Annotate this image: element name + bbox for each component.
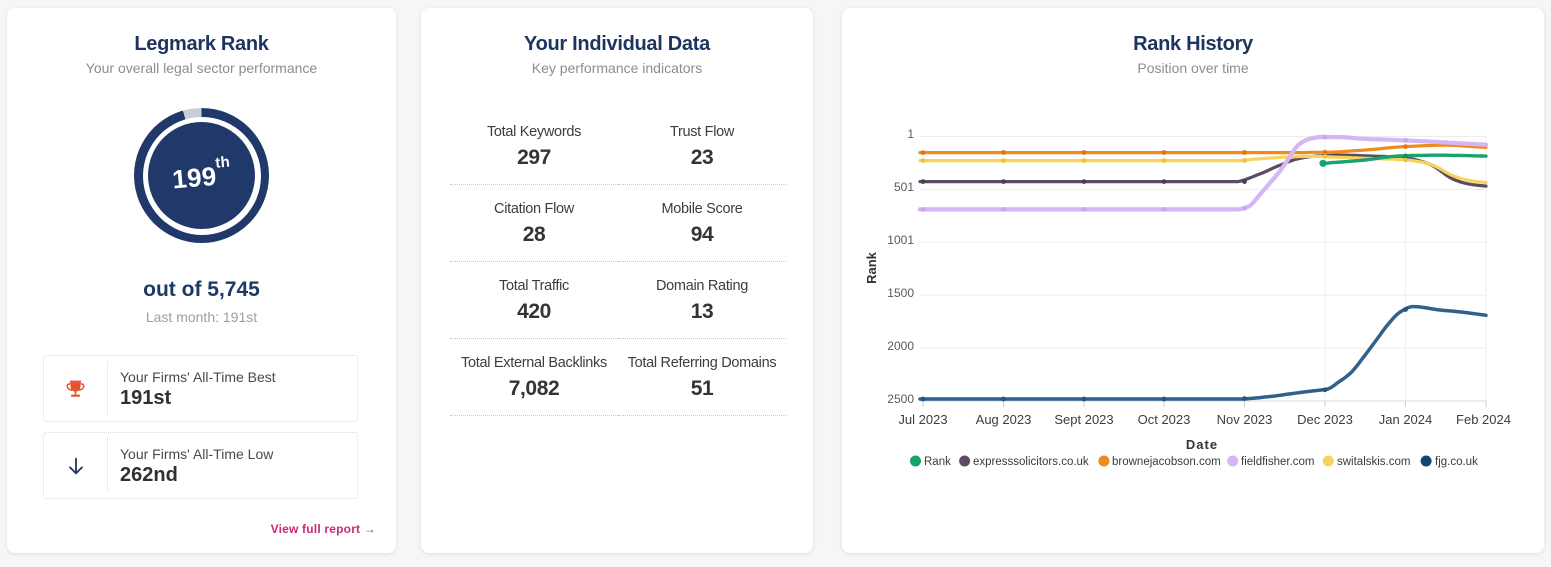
svg-text:2000: 2000: [887, 339, 914, 353]
svg-text:Rank: Rank: [864, 251, 879, 284]
svg-text:fieldfisher.com: fieldfisher.com: [1241, 456, 1315, 468]
svg-text:Date: Date: [1186, 437, 1218, 452]
svg-text:Sept 2023: Sept 2023: [1054, 412, 1113, 427]
svg-text:Nov 2023: Nov 2023: [1217, 412, 1273, 427]
svg-text:1: 1: [907, 127, 914, 141]
svg-text:Aug 2023: Aug 2023: [976, 412, 1032, 427]
svg-text:1500: 1500: [887, 286, 914, 300]
svg-text:fjg.co.uk: fjg.co.uk: [1435, 456, 1478, 468]
svg-text:Jan 2024: Jan 2024: [1379, 412, 1433, 427]
svg-text:Jul 2023: Jul 2023: [898, 412, 947, 427]
svg-text:2500: 2500: [887, 392, 914, 406]
svg-text:brownejacobson.com: brownejacobson.com: [1112, 456, 1221, 468]
svg-text:Feb 2024: Feb 2024: [1456, 412, 1511, 427]
svg-text:Rank: Rank: [924, 456, 951, 468]
svg-text:Oct 2023: Oct 2023: [1138, 412, 1191, 427]
svg-text:Dec 2023: Dec 2023: [1297, 412, 1353, 427]
svg-text:switalskis.com: switalskis.com: [1337, 456, 1410, 468]
svg-text:501: 501: [894, 180, 914, 194]
svg-text:1001: 1001: [887, 233, 914, 247]
svg-text:expresssolicitors.co.uk: expresssolicitors.co.uk: [973, 456, 1089, 468]
